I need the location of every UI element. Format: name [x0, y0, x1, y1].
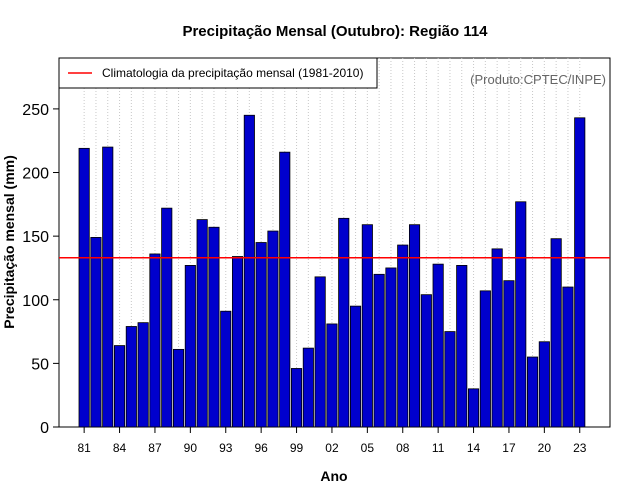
x-tick-label: 87: [148, 441, 162, 455]
bar-1982: [90, 237, 102, 428]
bar-1994: [231, 256, 244, 428]
bar-2009: [408, 224, 421, 428]
bar-1999: [290, 368, 303, 428]
bar-2015: [479, 290, 491, 428]
x-tick-label: 11: [432, 441, 445, 455]
bar-2021: [550, 238, 562, 428]
bar-2012: [444, 331, 456, 428]
y-tick-label: 0: [40, 420, 49, 437]
bar-2017: [503, 280, 515, 428]
x-tick-label: 81: [77, 441, 91, 455]
bar-2020: [538, 341, 550, 428]
x-tick-label: 02: [325, 441, 339, 455]
bar-1998: [279, 151, 291, 428]
x-tick-label: 93: [219, 441, 233, 455]
chart-title: Precipitação Mensal (Outubro): Região 11…: [182, 23, 488, 40]
bar-1997: [267, 230, 279, 428]
bar-2005: [361, 224, 373, 428]
bar-1989: [172, 348, 185, 428]
x-tick-label: 17: [502, 441, 516, 455]
bar-2016: [491, 248, 503, 428]
bar-2023: [574, 117, 586, 428]
bar-1990: [184, 265, 196, 428]
y-tick-label: 250: [22, 102, 49, 119]
legend-label: Climatologia da precipitação mensal (198…: [102, 66, 363, 80]
bar-2019: [527, 356, 539, 428]
bar-2004: [349, 305, 362, 428]
y-tick-label: 200: [22, 166, 49, 183]
bar-1984: [114, 345, 126, 428]
bar-1981: [78, 147, 90, 428]
bar-1983: [102, 146, 114, 428]
bar-2008: [397, 244, 409, 428]
y-tick-label: 100: [22, 293, 49, 310]
y-axis: 0 50 100 150 200 250: [22, 102, 59, 437]
x-tick-label: 20: [538, 441, 552, 455]
x-tick-label: 84: [113, 441, 127, 455]
bar-2010: [420, 294, 432, 428]
x-tick-label: 14: [467, 441, 481, 455]
bar-2018: [515, 201, 527, 428]
x-tick-label: 96: [254, 441, 268, 455]
x-tick-label: 08: [396, 441, 410, 455]
y-tick-label: 150: [22, 229, 49, 246]
x-axis-title: Ano: [320, 468, 347, 484]
bar-2013: [456, 265, 468, 428]
bar-2002: [326, 323, 338, 428]
y-axis-title: Precipitação mensal (mm): [1, 155, 17, 329]
bar-1996: [255, 242, 267, 428]
y-tick-label: 50: [31, 356, 49, 373]
bar-2006: [373, 273, 385, 428]
legend: Climatologia da precipitação mensal (198…: [58, 57, 378, 89]
bar-1995: [243, 114, 255, 428]
x-tick-label: 23: [573, 441, 587, 455]
bar-1992: [208, 226, 220, 428]
bar-2007: [385, 267, 397, 428]
bar-2014: [467, 388, 480, 428]
x-tick-label: 99: [290, 441, 304, 455]
bar-2011: [432, 263, 444, 428]
bar-1988: [161, 207, 173, 428]
bar-2003: [338, 217, 350, 428]
legend-box: [58, 57, 378, 89]
source-annotation: (Produto:CPTEC/INPE): [470, 72, 606, 87]
bar-2001: [314, 276, 326, 428]
x-axis: 81 84 87 90 93 96 99 02 05 08 11 14 17 20 23: [77, 427, 587, 455]
bar-1986: [137, 322, 149, 428]
bar-1985: [125, 326, 137, 428]
x-tick-label: 90: [184, 441, 198, 455]
bar-1987: [149, 253, 161, 428]
x-tick-label: 05: [361, 441, 375, 455]
bar-1993: [220, 310, 232, 428]
bar-2000: [302, 347, 314, 428]
bar-1991: [196, 219, 208, 428]
bar-2022: [562, 286, 574, 428]
